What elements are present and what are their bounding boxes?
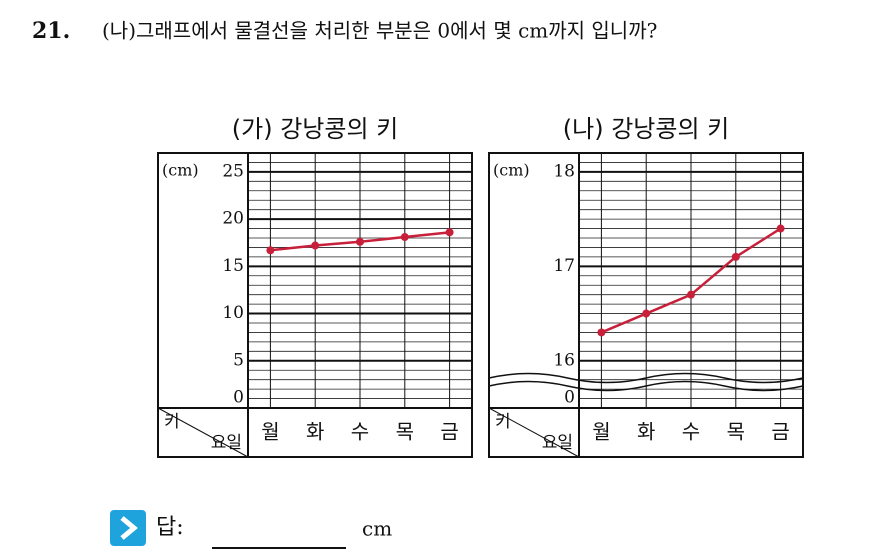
data-point (266, 246, 275, 255)
answer-unit: cm (362, 517, 392, 541)
y-tick-label: 0 (233, 388, 244, 408)
data-point (400, 233, 409, 242)
x-tick-label: 월 (592, 420, 610, 444)
column-header: 요일 (542, 433, 573, 453)
y-tick-label: 10 (222, 303, 244, 323)
y-tick-label: 18 (553, 161, 575, 181)
data-point (642, 309, 651, 318)
chart-frame (157, 152, 473, 458)
x-tick-label: 목 (396, 420, 414, 444)
x-tick-label: 수 (351, 420, 369, 444)
y-unit: (cm) (162, 161, 199, 180)
answer-label: 답: (156, 515, 184, 540)
x-tick-label: 화 (637, 420, 655, 444)
row-header: 키 (164, 412, 180, 432)
column-header: 요일 (211, 433, 242, 453)
data-point (687, 290, 695, 299)
y-tick-label: 20 (222, 209, 244, 229)
x-tick-label: 수 (682, 420, 700, 444)
header-diagonal (157, 407, 249, 458)
data-point (776, 224, 785, 233)
data-point (731, 252, 740, 261)
chart-frame (488, 152, 804, 458)
header-diagonal (488, 407, 580, 458)
x-tick-label: 목 (727, 420, 745, 444)
answer-icon (110, 510, 146, 546)
data-point (356, 237, 364, 246)
y-tick-label: 0 (564, 388, 575, 408)
x-tick-label: 화 (306, 420, 324, 444)
question-number: 21. (32, 18, 70, 44)
y-tick-label: 5 (233, 350, 244, 370)
question-text: (나)그래프에서 물결선을 처리한 부분은 0에서 몇 cm까지 입니까? (102, 19, 657, 43)
x-tick-label: 금 (440, 420, 458, 444)
y-tick-label: 16 (553, 350, 575, 370)
chart-title: (나) 강낭콩의 키 (563, 115, 729, 143)
chart-title: (가) 강낭콩의 키 (232, 115, 398, 143)
row-header: 키 (495, 412, 511, 432)
data-point (311, 241, 320, 250)
data-point (597, 328, 606, 337)
y-unit: (cm) (493, 161, 530, 180)
x-tick-label: 금 (771, 420, 789, 444)
y-tick-label: 15 (222, 256, 244, 276)
x-tick-label: 월 (261, 420, 279, 444)
y-tick-label: 17 (553, 256, 575, 276)
data-point (445, 228, 454, 237)
y-tick-label: 25 (222, 161, 244, 181)
